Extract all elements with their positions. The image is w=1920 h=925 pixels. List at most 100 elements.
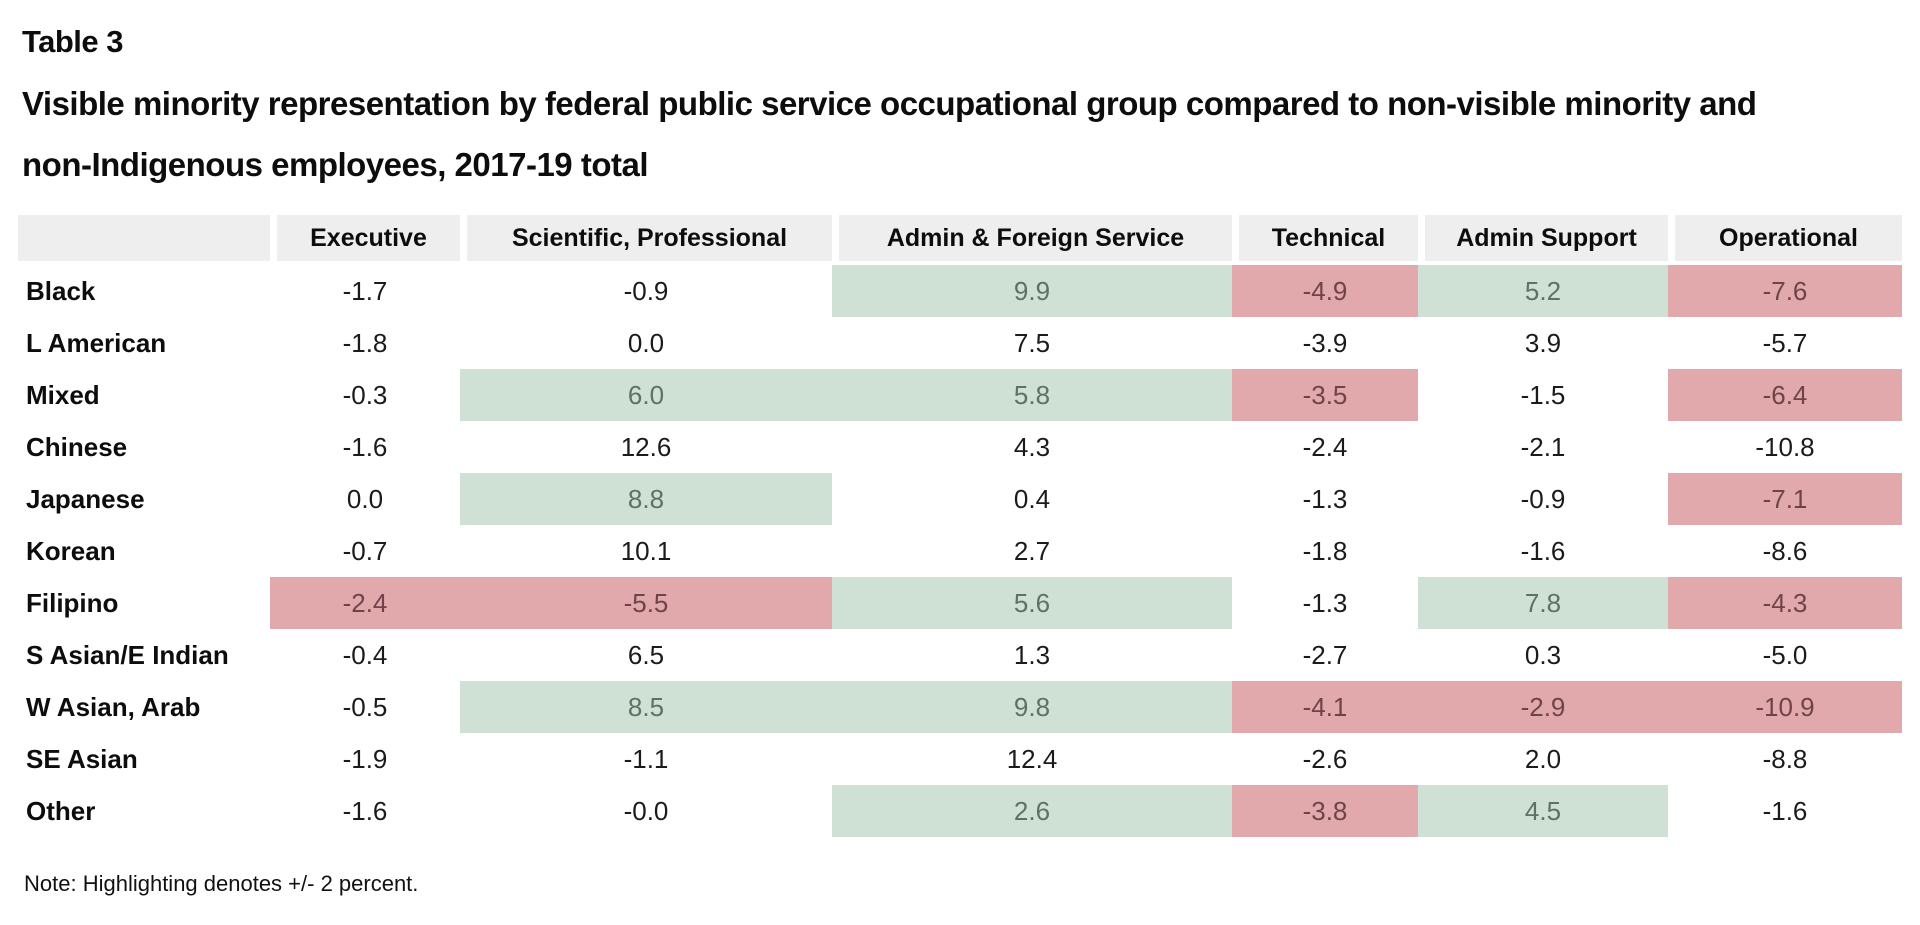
table-row: W Asian, Arab -0.5 8.5 9.8 -4.1 -2.9 -10.9 (18, 681, 1902, 734)
value-cell: -0.9 (623, 275, 669, 306)
value-cell: 0.0 (346, 483, 384, 514)
value-cell: -3.5 (1232, 369, 1418, 422)
table-row: Filipino -2.4 -5.5 5.6 -1.3 7.8 -4.3 (18, 577, 1902, 630)
value-cell: -0.3 (342, 379, 388, 410)
value-cell: -1.5 (1520, 379, 1566, 410)
value-cell: 8.5 (460, 681, 832, 734)
value-cell: -5.0 (1762, 639, 1808, 670)
value-cell: -0.9 (1520, 483, 1566, 514)
value-cell: 3.9 (1524, 327, 1562, 358)
value-cell: -5.7 (1762, 327, 1808, 358)
value-cell: -4.9 (1232, 265, 1418, 318)
value-cell: -3.9 (1302, 327, 1348, 358)
footnote: Note: Highlighting denotes +/- 2 percent… (24, 871, 419, 897)
value-cell: -2.4 (1302, 431, 1348, 462)
value-cell: -6.4 (1668, 369, 1902, 422)
value-cell: -1.8 (342, 327, 388, 358)
value-cell: -7.1 (1668, 473, 1902, 526)
value-cell: 5.6 (832, 577, 1232, 630)
value-cell: -5.5 (460, 577, 832, 630)
value-cell: -10.8 (1755, 431, 1815, 462)
value-cell: 2.0 (1524, 743, 1562, 774)
value-cell: -1.6 (342, 431, 388, 462)
row-label: Mixed (26, 379, 100, 410)
header-row: Executive Scientific, Professional Admin… (18, 215, 1902, 266)
value-cell: -1.3 (1302, 483, 1348, 514)
value-cell: 7.5 (1013, 327, 1051, 358)
value-cell: -1.7 (342, 275, 388, 306)
value-cell: -1.3 (1302, 587, 1348, 618)
header-cell-admin-supp: Admin Support (1418, 215, 1668, 266)
header-cell-technical: Technical (1232, 215, 1418, 266)
value-cell: -8.6 (1762, 535, 1808, 566)
value-cell: 0.4 (1013, 483, 1051, 514)
value-cell: 12.4 (1006, 743, 1058, 774)
value-cell: 5.8 (832, 369, 1232, 422)
table-row: Other -1.6 -0.0 2.6 -3.8 4.5 -1.6 (18, 785, 1902, 838)
value-cell: -0.4 (342, 639, 388, 670)
value-cell: 12.6 (620, 431, 672, 462)
header-cell-operational: Operational (1668, 215, 1902, 266)
row-label: L American (26, 327, 167, 358)
row-label: Other (26, 795, 96, 826)
row-label: W Asian, Arab (26, 691, 201, 722)
value-cell: 0.3 (1524, 639, 1562, 670)
table-row: S Asian/E Indian -0.4 6.5 1.3 -2.7 0.3 -5.0 (18, 629, 1902, 681)
value-cell: -4.3 (1668, 577, 1902, 630)
value-cell: -1.1 (623, 743, 669, 774)
table-number-label: Table 3 (22, 24, 124, 59)
value-cell: -0.0 (623, 795, 669, 826)
value-cell: 4.5 (1418, 785, 1668, 838)
table-body: Black -1.7 -0.9 9.9 -4.9 5.2 -7.6 L American -1.… (18, 265, 1902, 838)
value-cell: 6.5 (627, 639, 665, 670)
value-cell: -2.4 (270, 577, 460, 630)
value-cell: 6.0 (460, 369, 832, 422)
value-cell: -2.9 (1418, 681, 1668, 734)
value-cell: -0.7 (342, 535, 388, 566)
table-row: L American -1.8 0.0 7.5 -3.9 3.9 -5.7 (18, 317, 1902, 369)
row-label: S Asian/E Indian (26, 639, 229, 670)
data-table: Executive Scientific, Professional Admin… (18, 215, 1902, 838)
row-label: Filipino (26, 587, 119, 618)
header-cell-executive: Executive (270, 215, 460, 266)
table-row: Black -1.7 -0.9 9.9 -4.9 5.2 -7.6 (18, 265, 1902, 318)
value-cell: -0.5 (342, 691, 388, 722)
value-cell: 9.9 (832, 265, 1232, 318)
value-cell: -1.6 (1520, 535, 1566, 566)
page-title: Visible minority representation by feder… (22, 85, 1757, 183)
value-cell: 1.3 (1013, 639, 1051, 670)
value-cell: 5.2 (1418, 265, 1668, 318)
value-cell: -1.9 (342, 743, 388, 774)
value-cell: 10.1 (620, 535, 672, 566)
row-label: Black (26, 275, 96, 306)
table-row: Mixed -0.3 6.0 5.8 -3.5 -1.5 -6.4 (18, 369, 1902, 422)
header-cell-empty (18, 215, 270, 266)
row-label: Chinese (26, 431, 128, 462)
value-cell: 0.0 (627, 327, 665, 358)
value-cell: 2.6 (832, 785, 1232, 838)
value-cell: 8.8 (460, 473, 832, 526)
header-cell-scientific: Scientific, Professional (460, 215, 832, 266)
value-cell: -1.6 (342, 795, 388, 826)
value-cell: -7.6 (1668, 265, 1902, 318)
row-label: Japanese (26, 483, 145, 514)
value-cell: -1.8 (1302, 535, 1348, 566)
value-cell: -2.1 (1520, 431, 1566, 462)
header-cell-admin-fs: Admin & Foreign Service (832, 215, 1232, 266)
value-cell: 9.8 (832, 681, 1232, 734)
value-cell: 4.3 (1013, 431, 1051, 462)
table-row: Japanese 0.0 8.8 0.4 -1.3 -0.9 -7.1 (18, 473, 1902, 526)
row-label: SE Asian (26, 743, 138, 774)
value-cell: -2.6 (1302, 743, 1348, 774)
value-cell: -3.8 (1232, 785, 1418, 838)
value-cell: 7.8 (1418, 577, 1668, 630)
value-cell: -4.1 (1232, 681, 1418, 734)
table-row: SE Asian -1.9 -1.1 12.4 -2.6 2.0 -8.8 (18, 733, 1902, 785)
table-row: Korean -0.7 10.1 2.7 -1.8 -1.6 -8.6 (18, 525, 1902, 577)
table-header: Executive Scientific, Professional Admin… (18, 215, 1902, 266)
value-cell: -1.6 (1762, 795, 1808, 826)
value-cell: -8.8 (1762, 743, 1808, 774)
row-label: Korean (26, 535, 116, 566)
value-cell: -2.7 (1302, 639, 1348, 670)
